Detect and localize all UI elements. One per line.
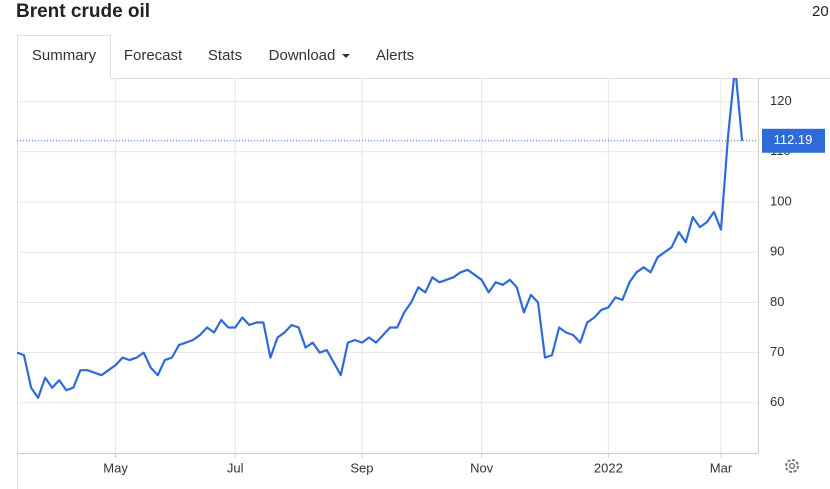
- price-line: [17, 78, 744, 399]
- y-tick-label: 80: [770, 294, 784, 309]
- plot: [17, 78, 744, 399]
- y-tick-label: 90: [770, 244, 784, 259]
- header-extra: 20: [812, 3, 829, 20]
- tab[interactable]: Alerts: [376, 47, 414, 64]
- tab[interactable]: Stats: [208, 47, 242, 64]
- x-tick-label: Mar: [710, 460, 733, 475]
- y-tick-label: 120: [770, 93, 792, 108]
- settings-icon[interactable]: [785, 459, 799, 473]
- x-tick-label: Sep: [350, 460, 373, 475]
- x-tick-label: Nov: [470, 460, 494, 475]
- tab[interactable]: Summary: [32, 47, 97, 64]
- last-value-box: [762, 128, 825, 153]
- dropdown-caret[interactable]: [342, 54, 350, 58]
- tab[interactable]: Forecast: [124, 47, 183, 64]
- y-tick-label: 60: [770, 394, 784, 409]
- last-value-label: 112.19: [774, 132, 813, 147]
- page-title: Brent crude oil: [16, 1, 150, 22]
- y-tick-label: 70: [770, 344, 784, 359]
- active-tab-border: [17, 35, 111, 489]
- y-tick-label: 100: [770, 193, 792, 208]
- x-tick-label: May: [103, 460, 128, 475]
- tab[interactable]: Download: [269, 47, 336, 64]
- x-tick-label: Jul: [227, 460, 244, 475]
- x-tick-label: 2022: [594, 460, 623, 475]
